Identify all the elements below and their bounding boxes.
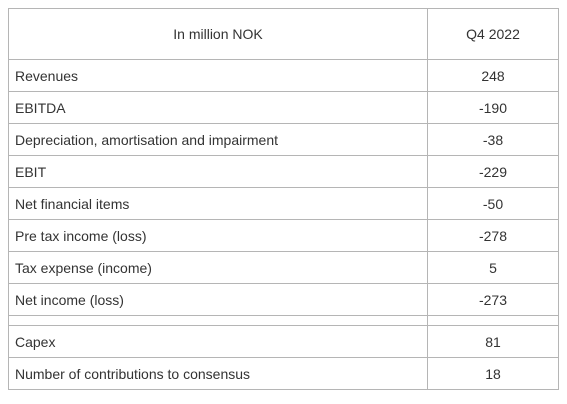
row-value: -278 xyxy=(427,219,559,252)
row-label: Net income (loss) xyxy=(8,283,428,316)
table-row: EBIT -229 xyxy=(8,155,559,188)
table-row: Net financial items -50 xyxy=(8,187,559,220)
table-row: Tax expense (income) 5 xyxy=(8,251,559,284)
row-label: Tax expense (income) xyxy=(8,251,428,284)
row-value: -50 xyxy=(427,187,559,220)
table-row: Depreciation, amortisation and impairmen… xyxy=(8,123,559,156)
row-value: -190 xyxy=(427,91,559,124)
row-label: EBIT xyxy=(8,155,428,188)
row-value: -38 xyxy=(427,123,559,156)
financial-table: In million NOK Q4 2022 Revenues 248 EBIT… xyxy=(8,8,559,390)
row-label: Capex xyxy=(8,325,428,358)
table-row: Number of contributions to consensus 18 xyxy=(8,357,559,390)
table-row: Capex 81 xyxy=(8,325,559,358)
spacer-cell xyxy=(427,315,559,326)
row-value: 81 xyxy=(427,325,559,358)
table-row: EBITDA -190 xyxy=(8,91,559,124)
row-value: 248 xyxy=(427,59,559,92)
table-header-row: In million NOK Q4 2022 xyxy=(8,8,559,60)
spacer-cell xyxy=(8,315,428,326)
row-value: -229 xyxy=(427,155,559,188)
table-row: Net income (loss) -273 xyxy=(8,283,559,316)
header-unit-label: In million NOK xyxy=(8,8,428,60)
row-label: Number of contributions to consensus xyxy=(8,357,428,390)
spacer-row xyxy=(8,315,559,326)
row-label: Net financial items xyxy=(8,187,428,220)
row-label: Revenues xyxy=(8,59,428,92)
header-period-label: Q4 2022 xyxy=(427,8,559,60)
row-label: Pre tax income (loss) xyxy=(8,219,428,252)
row-value: 5 xyxy=(427,251,559,284)
row-value: -273 xyxy=(427,283,559,316)
row-label: Depreciation, amortisation and impairmen… xyxy=(8,123,428,156)
table-row: Pre tax income (loss) -278 xyxy=(8,219,559,252)
row-value: 18 xyxy=(427,357,559,390)
table-row: Revenues 248 xyxy=(8,59,559,92)
row-label: EBITDA xyxy=(8,91,428,124)
